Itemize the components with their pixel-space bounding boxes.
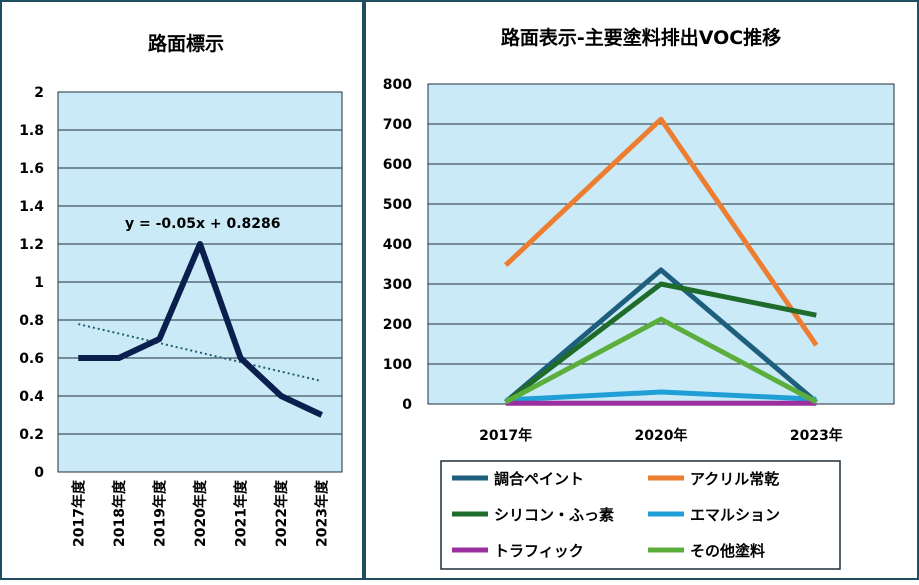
chart-right-x-ticks: 2017年 2020年 2023年 bbox=[479, 427, 843, 444]
x-tick-label: 2023年度 bbox=[314, 479, 331, 547]
chart-right-title: 路面表示-主要塗料排出VOC推移 bbox=[501, 26, 781, 49]
chart-left: 路面標示 00.20.40.60.811.21.41.61.82 2017年度 2… bbox=[0, 0, 364, 580]
y-tick-label: 100 bbox=[383, 357, 412, 373]
y-tick-label: 0 bbox=[402, 397, 412, 413]
y-tick-label: 2 bbox=[34, 85, 44, 101]
y-tick-label: 600 bbox=[383, 157, 412, 173]
chart-right-y-ticks: 0 100 200 300 400 500 600 700 800 bbox=[383, 77, 412, 413]
y-tick-label: 200 bbox=[383, 317, 412, 333]
legend-label: シリコン・ふっ素 bbox=[494, 506, 614, 524]
trendline-equation: y = -0.05x + 0.8286 bbox=[125, 216, 281, 232]
y-tick-label: 1.4 bbox=[19, 199, 44, 215]
x-tick-label: 2017年度 bbox=[70, 479, 87, 547]
y-tick-label: 0.6 bbox=[19, 351, 44, 367]
x-tick-label: 2019年度 bbox=[151, 479, 168, 547]
series-line bbox=[504, 267, 818, 404]
series-line bbox=[504, 316, 818, 405]
chart-left-title: 路面標示 bbox=[148, 32, 224, 55]
x-tick-label: 2021年度 bbox=[233, 479, 250, 547]
chart-left-y-ticks: 0 0.2 0.4 0.6 0.8 1 1.2 1.4 1.6 1.8 2 bbox=[19, 85, 44, 481]
x-tick-label: 2020年度 bbox=[192, 479, 209, 547]
chart-left-gridlines bbox=[58, 129, 342, 435]
y-tick-label: 1.6 bbox=[19, 161, 44, 177]
y-tick-label: 1 bbox=[34, 275, 44, 291]
trendline bbox=[78, 323, 322, 383]
series-line bbox=[504, 281, 817, 404]
legend-label: 調合ペイント bbox=[494, 470, 584, 488]
y-tick-label: 400 bbox=[383, 237, 412, 253]
chart-right-series bbox=[503, 116, 819, 406]
y-tick-label: 300 bbox=[383, 277, 412, 293]
legend-label: エマルション bbox=[690, 506, 780, 524]
series-line bbox=[78, 241, 323, 418]
y-tick-label: 0 bbox=[34, 465, 44, 481]
x-tick-label: 2022年度 bbox=[273, 479, 290, 547]
y-tick-label: 1.2 bbox=[19, 237, 44, 253]
x-tick-label: 2018年度 bbox=[111, 479, 128, 547]
legend-label: トラフィック bbox=[494, 542, 584, 560]
series-line bbox=[505, 389, 817, 403]
x-tick-label: 2020年 bbox=[635, 427, 688, 444]
y-tick-label: 800 bbox=[383, 77, 412, 93]
x-tick-label: 2017年 bbox=[479, 427, 532, 444]
legend-label: その他塗料 bbox=[690, 542, 765, 560]
x-tick-label: 2023年 bbox=[790, 427, 843, 444]
chart-right: 路面表示-主要塗料排出VOC推移 0 100 200 300 400 500 600 700 8… bbox=[364, 0, 919, 580]
y-tick-label: 500 bbox=[383, 197, 412, 213]
y-tick-label: 0.8 bbox=[19, 313, 44, 329]
y-tick-label: 0.4 bbox=[19, 389, 44, 405]
y-tick-label: 0.2 bbox=[19, 427, 44, 443]
legend-label: アクリル常乾 bbox=[690, 470, 779, 488]
legend-box bbox=[440, 460, 841, 570]
y-tick-label: 700 bbox=[383, 117, 412, 133]
chart-left-x-ticks: 2017年度 2018年度 2019年度 2020年度 2021年度 2022年度 2023… bbox=[70, 479, 330, 547]
y-tick-label: 1.8 bbox=[19, 123, 44, 139]
series-line bbox=[503, 116, 819, 347]
